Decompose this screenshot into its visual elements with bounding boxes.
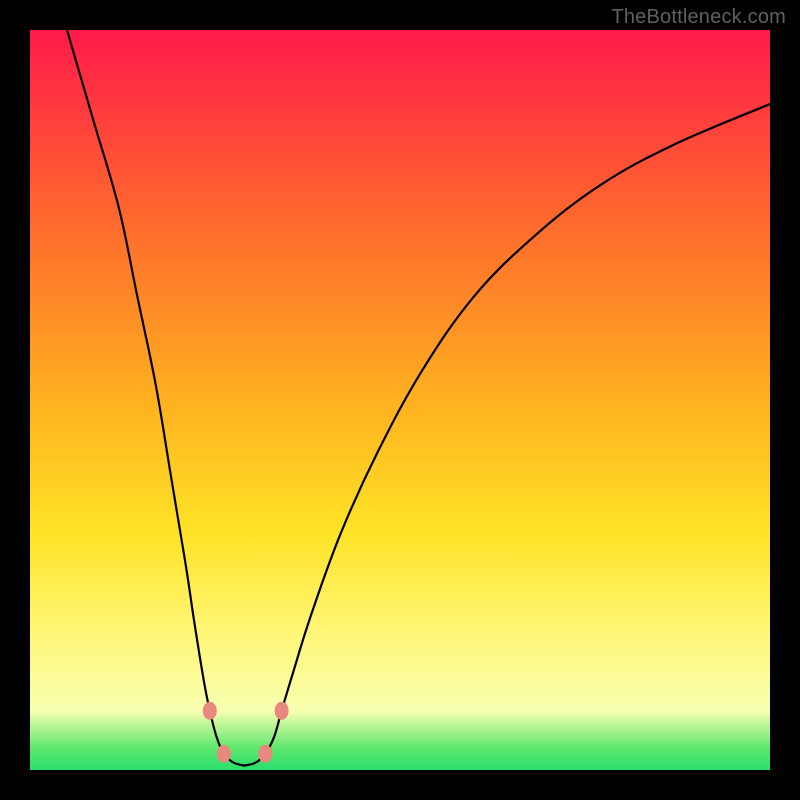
marker-1	[217, 745, 231, 763]
watermark-text: TheBottleneck.com	[611, 6, 786, 29]
plot-area	[30, 30, 770, 770]
marker-0	[203, 702, 217, 720]
marker-2	[258, 745, 272, 763]
left-curve	[67, 30, 245, 766]
curve-svg	[30, 30, 770, 770]
right-curve	[245, 104, 770, 766]
marker-3	[275, 702, 289, 720]
